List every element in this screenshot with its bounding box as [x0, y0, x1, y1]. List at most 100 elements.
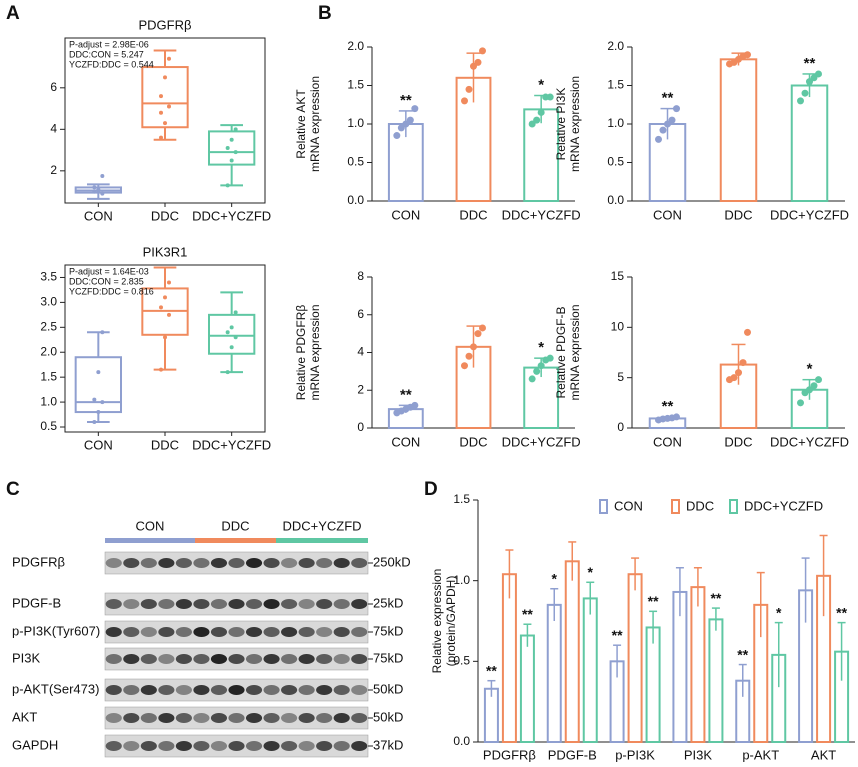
blot-band	[263, 713, 280, 723]
blot-band	[158, 713, 175, 723]
blot-band	[175, 627, 192, 637]
data-point	[806, 386, 813, 394]
blot-band	[140, 654, 157, 664]
data-point	[533, 116, 541, 124]
data-point	[465, 352, 473, 360]
legend-label: CON	[614, 498, 643, 513]
protein-label: PDGF-B	[12, 595, 61, 610]
data-point	[159, 305, 163, 310]
bar	[523, 108, 560, 202]
x-tick-label: CON	[84, 208, 113, 223]
bar	[582, 597, 598, 743]
blot-band	[105, 741, 122, 751]
data-point	[96, 410, 101, 415]
blot-band	[245, 599, 263, 609]
significance: **	[737, 646, 748, 662]
blot-band	[351, 627, 368, 637]
data-point	[411, 401, 419, 409]
y-axis-label: mRNA expression	[568, 304, 582, 400]
data-point	[159, 94, 163, 99]
blot-band	[140, 685, 157, 695]
significance: *	[776, 604, 782, 620]
blot-band	[281, 627, 298, 637]
y-tick-label: 2.0	[40, 344, 57, 358]
y-tick-label: 4	[357, 345, 364, 359]
data-point	[546, 93, 554, 101]
blot-band	[245, 713, 263, 723]
data-point	[668, 116, 676, 124]
data-point	[744, 328, 751, 336]
y-tick-label: 2.5	[40, 319, 57, 333]
y-axis-label: mRNA expression	[308, 304, 322, 400]
x-tick-label: CON	[84, 437, 113, 452]
data-point	[801, 89, 809, 97]
bar	[564, 560, 580, 743]
data-point	[163, 335, 167, 340]
blot-band	[351, 741, 368, 751]
legend-swatch	[729, 499, 738, 514]
data-point	[167, 56, 171, 61]
blot-band	[316, 558, 333, 568]
blot-band	[263, 741, 280, 751]
data-point	[167, 280, 171, 285]
blot-band	[193, 654, 210, 664]
data-point	[167, 104, 171, 109]
blot-band	[158, 654, 175, 664]
blot-band	[140, 627, 157, 637]
blot-band	[175, 599, 192, 609]
blot-band	[123, 685, 140, 695]
size-label: 50kD	[373, 709, 403, 724]
data-point	[233, 335, 238, 340]
y-tick-label: 2.0	[607, 39, 624, 53]
data-point	[474, 330, 482, 338]
protein-label: p-AKT(Ser473)	[12, 681, 99, 696]
box	[141, 66, 189, 129]
x-tick-label: DDC+YCZFD	[770, 434, 849, 449]
y-tick-label: 1.0	[453, 573, 470, 587]
y-tick-label: 1.5	[347, 78, 364, 92]
group-label: DDC+YCZFD	[282, 518, 361, 533]
blot-band	[158, 558, 175, 568]
x-tick-label: DDC	[459, 207, 487, 222]
data-point	[406, 116, 414, 124]
box	[208, 313, 256, 355]
blot-band	[281, 599, 298, 609]
annotation: DDC:CON = 2.835	[69, 276, 144, 286]
significance: *	[552, 570, 558, 586]
significance: **	[400, 92, 412, 109]
y-axis-label: mRNA expression	[568, 76, 582, 172]
x-tick-label: DDC	[724, 434, 752, 449]
y-axis-label: Relative AKT	[294, 89, 308, 159]
blot-band	[158, 599, 175, 609]
group-bar	[195, 538, 276, 543]
blot-band	[228, 599, 245, 609]
data-point	[479, 324, 486, 332]
blot-band	[298, 627, 315, 637]
x-tick-label: p-AKT	[742, 747, 779, 762]
blot-band	[316, 627, 333, 637]
size-label: 50kD	[373, 681, 403, 696]
data-point	[229, 345, 234, 350]
size-label: 37kD	[373, 737, 403, 752]
data-point	[163, 295, 167, 300]
data-point	[92, 397, 97, 402]
y-axis-label: Relative PDGFRβ	[294, 305, 308, 401]
blot-band	[210, 685, 228, 695]
blot-band	[228, 627, 245, 637]
data-point	[100, 174, 105, 179]
blot-band	[193, 685, 210, 695]
significance: *	[538, 339, 544, 356]
data-point	[159, 110, 163, 115]
blot-band	[351, 599, 368, 609]
y-tick-label: 0.5	[40, 419, 57, 433]
data-point	[461, 362, 468, 370]
blot-band	[298, 713, 315, 723]
blot-band	[316, 685, 333, 695]
bar	[690, 586, 706, 743]
x-tick-label: PI3K	[684, 747, 713, 762]
data-point	[225, 370, 230, 375]
blot-band	[298, 599, 315, 609]
data-point	[546, 354, 554, 362]
bar	[627, 573, 643, 743]
chart-title: PDGFRβ	[139, 17, 192, 32]
